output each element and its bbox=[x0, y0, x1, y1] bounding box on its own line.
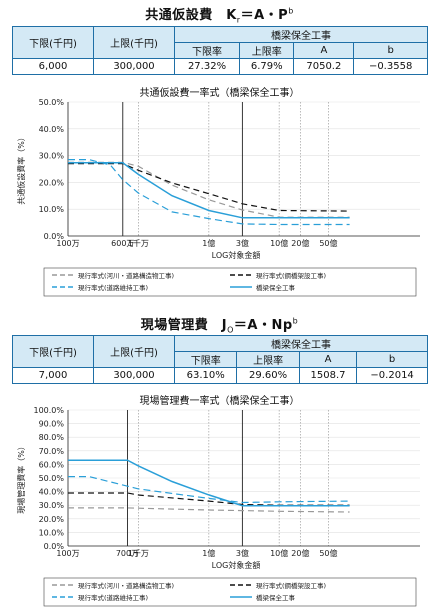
x-tick-label: 100万 bbox=[56, 239, 79, 248]
legend-label: 現行率式(道路維持工事) bbox=[78, 593, 148, 602]
series-line bbox=[68, 162, 350, 219]
value-upper-rate: 6.79% bbox=[239, 58, 295, 75]
value-b: −0.3558 bbox=[353, 58, 428, 75]
col-header-a: A bbox=[298, 351, 358, 368]
x-tick-label: 700万 bbox=[116, 549, 139, 558]
lower-limit-header: 下限(千円) bbox=[12, 335, 94, 368]
section1-title-sup: b bbox=[288, 6, 294, 16]
legend-label: 現行率式(河川・道路構造物工事) bbox=[78, 581, 174, 590]
y-tick-label: 40.0% bbox=[39, 488, 65, 497]
series-line bbox=[68, 162, 350, 212]
upper-limit-header: 上限(千円) bbox=[93, 335, 175, 368]
legend-label: 現行率式(道路維持工事) bbox=[78, 283, 148, 292]
section1-title-mid: ＝A・P bbox=[240, 8, 289, 23]
y-tick-label: 100.0% bbox=[33, 406, 64, 415]
legend-box bbox=[43, 267, 417, 297]
series-line bbox=[68, 161, 350, 218]
value-lower-limit: 7,000 bbox=[12, 367, 94, 384]
x-axis-label: LOG対象金額 bbox=[212, 560, 261, 570]
x-tick-label: 1億 bbox=[202, 238, 215, 248]
legend-label: 橋梁保全工事 bbox=[256, 283, 296, 292]
group-header: 橋梁保全工事 bbox=[174, 26, 428, 43]
section2-title: 現場管理費 JO＝A・Npb bbox=[0, 314, 439, 335]
y-tick-label: 20.0% bbox=[39, 178, 65, 187]
col-header-lower-rate: 下限率 bbox=[173, 42, 241, 59]
col-header-lower-rate: 下限率 bbox=[173, 351, 238, 368]
section2-title-main: 現場管理費 J bbox=[140, 318, 228, 333]
section1-title-main: 共通仮設費 K bbox=[145, 8, 237, 23]
y-tick-label: 30.0% bbox=[39, 152, 65, 161]
x-tick-label: 10億 bbox=[270, 548, 288, 558]
chart-common-temporary-cost: 0.0% 10.0% 20.0% 30.0% 40.0% 50.0% 100万 600万1千万… bbox=[16, 98, 420, 297]
legend-box bbox=[43, 577, 417, 607]
value-lower-rate: 63.10% bbox=[173, 367, 238, 384]
x-tick-label: 1億 bbox=[202, 548, 215, 558]
y-tick-label: 30.0% bbox=[39, 501, 65, 510]
y-tick-label: 50.0% bbox=[39, 474, 65, 483]
chart-site-management-cost: 0.0% 10.0% 20.0% 30.0% 40.0% 50.0% 60.0% 70.0% 8… bbox=[16, 406, 420, 607]
section1-title-sub: r bbox=[236, 15, 241, 25]
y-tick-label: 20.0% bbox=[39, 515, 65, 524]
y-tick-label: 0.0% bbox=[44, 542, 65, 551]
x-tick-label: 3億 bbox=[236, 548, 249, 558]
value-upper-limit: 300,000 bbox=[93, 58, 175, 75]
col-header-upper-rate: 上限率 bbox=[239, 42, 295, 59]
x-tick-label: 50億 bbox=[319, 238, 337, 248]
y-tick-label: 80.0% bbox=[39, 433, 65, 442]
group-header: 橋梁保全工事 bbox=[174, 335, 428, 352]
series-line bbox=[68, 475, 350, 504]
value-a: 1508.7 bbox=[298, 367, 358, 384]
col-header-a: A bbox=[293, 42, 355, 59]
section2-param-table: 下限(千円) 上限(千円) 橋梁保全工事 下限率 上限率 A b 7,000 3… bbox=[12, 335, 428, 384]
chart2-title: 現場管理費一率式（橋梁保全工事） bbox=[139, 396, 300, 407]
col-header-b: b bbox=[353, 42, 428, 59]
x-tick-label: 3億 bbox=[236, 238, 249, 248]
x-tick-label: 1千万 bbox=[128, 548, 149, 558]
x-axis-label: LOG対象金額 bbox=[212, 250, 261, 260]
x-tick-label: 20億 bbox=[291, 548, 309, 558]
section2-title-sub: O bbox=[227, 325, 234, 335]
section1-param-table: 下限(千円) 上限(千円) 橋梁保全工事 下限率 上限率 A b 6,000 3… bbox=[12, 26, 428, 75]
value-lower-limit: 6,000 bbox=[12, 58, 94, 75]
value-upper-limit: 300,000 bbox=[93, 367, 175, 384]
legend-label: 現行率式(鋼橋架設工事) bbox=[256, 271, 326, 280]
x-tick-label: 600万 bbox=[111, 239, 134, 248]
lower-limit-header: 下限(千円) bbox=[12, 26, 94, 59]
x-tick-label: 1千万 bbox=[128, 238, 149, 248]
y-tick-label: 10.0% bbox=[39, 528, 65, 537]
chart1-title: 共通仮設費一率式（橋梁保全工事） bbox=[139, 88, 300, 99]
y-tick-label: 10.0% bbox=[39, 205, 65, 214]
value-lower-rate: 27.32% bbox=[173, 58, 241, 75]
y-tick-label: 70.0% bbox=[39, 447, 65, 456]
legend-label: 橋梁保全工事 bbox=[256, 593, 296, 602]
y-tick-label: 40.0% bbox=[39, 125, 65, 134]
x-tick-label: 20億 bbox=[291, 238, 309, 248]
series-line bbox=[68, 507, 350, 513]
x-tick-label: 50億 bbox=[319, 548, 337, 558]
y-tick-label: 90.0% bbox=[39, 420, 65, 429]
legend-label: 現行率式(鋼橋架設工事) bbox=[256, 581, 326, 590]
y-axis-label: 共通仮設費率（%） bbox=[16, 133, 26, 205]
value-b: −0.2014 bbox=[356, 367, 428, 384]
value-upper-rate: 29.60% bbox=[236, 367, 300, 384]
section2-title-sup: b bbox=[292, 316, 299, 326]
x-tick-label: 100万 bbox=[56, 549, 79, 558]
y-tick-label: 60.0% bbox=[39, 460, 65, 469]
x-tick-label: 10億 bbox=[270, 238, 288, 248]
section2-title-mid: ＝A・Np bbox=[233, 318, 293, 333]
series-line bbox=[68, 158, 350, 226]
y-tick-label: 0.0% bbox=[44, 232, 65, 241]
y-tick-label: 50.0% bbox=[39, 98, 65, 107]
legend-label: 現行率式(河川・道路構造物工事) bbox=[78, 271, 174, 280]
col-header-upper-rate: 上限率 bbox=[236, 351, 300, 368]
series-line bbox=[68, 459, 350, 507]
value-a: 7050.2 bbox=[293, 58, 355, 75]
col-header-b: b bbox=[356, 351, 428, 368]
upper-limit-header: 上限(千円) bbox=[93, 26, 175, 59]
y-axis-label: 現場管理費率（%） bbox=[16, 442, 26, 514]
section1-title: 共通仮設費 Kr＝A・Pb bbox=[0, 4, 439, 25]
